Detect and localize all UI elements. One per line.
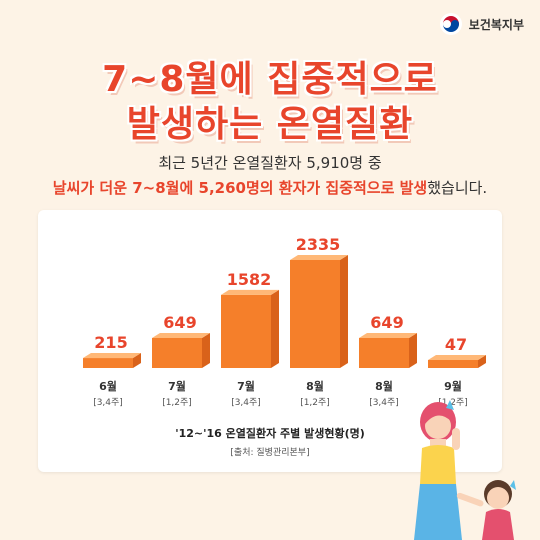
tick-label-month: 7월 <box>237 379 255 393</box>
tick-label-month: 9월 <box>444 379 462 393</box>
tick-label-month: 8월 <box>306 379 324 393</box>
subtitle-line2: 날씨가 더운 7~8월에 5,260명의 환자가 집중적으로 발생했습니다. <box>0 177 540 198</box>
page-title-line2: 발생하는 온열질환 <box>126 104 414 145</box>
tick-label-month: 8월 <box>375 379 393 393</box>
tick-label-week: [1,2주] <box>162 397 192 408</box>
bar-chart: 215 6월 [3,4주] 649 7월 [1,2주] 1582 7월 [3,4주] 2335 8월… <box>83 235 486 408</box>
bar-value-label: 649 <box>370 313 403 332</box>
tick-label-week: [3,4주] <box>93 397 123 408</box>
subtitle-highlight: 날씨가 더운 7~8월에 5,260명의 환자가 집중적으로 발생 <box>52 179 428 197</box>
chart-caption: '12~'16 온열질환자 주별 발생현황(명) <box>175 427 365 440</box>
bar-side <box>409 332 417 368</box>
bar-top <box>290 255 348 260</box>
bar-side <box>133 353 141 368</box>
bar-top <box>359 332 417 338</box>
bar <box>221 294 271 368</box>
bar <box>83 358 133 368</box>
chart-source: [출처: 질병관리본부] <box>230 448 310 458</box>
bar-side <box>478 355 486 368</box>
tick-label-month: 7월 <box>168 379 186 393</box>
bar-side <box>271 289 279 368</box>
tick-label-month: 6월 <box>99 379 117 393</box>
page-title-line1: 7~8월에 집중적으로 <box>102 59 438 100</box>
bar-value-label: 47 <box>445 335 467 354</box>
bar-top <box>152 332 210 338</box>
subtitle-line1: 최근 5년간 온열질환자 5,910명 중 <box>158 154 382 172</box>
bar-value-label: 1582 <box>227 270 272 289</box>
bar-top <box>428 355 486 360</box>
bar-value-label: 649 <box>163 313 196 332</box>
bar-side <box>202 332 210 368</box>
ministry-name: 보건복지부 <box>468 17 524 32</box>
tick-label-week: [3,4주] <box>369 397 399 408</box>
bar <box>428 360 478 368</box>
bar-top <box>221 289 279 295</box>
heatstroke-illustration <box>414 400 516 540</box>
tick-label-week: [1,2주] <box>300 397 330 408</box>
bar <box>290 260 340 368</box>
tick-label-week: [3,4주] <box>231 397 261 408</box>
bar-top <box>83 353 141 359</box>
subtitle-rest: 했습니다. <box>427 179 488 197</box>
bar <box>152 337 202 368</box>
tick-label-week: [1,2주] <box>438 397 468 408</box>
bar-value-label: 2335 <box>296 235 341 254</box>
bar <box>359 337 409 368</box>
bar-side <box>340 255 348 368</box>
ministry-logo: 보건복지부 <box>439 12 524 36</box>
bar-value-label: 215 <box>94 333 127 352</box>
taegeuk-icon <box>439 13 462 35</box>
